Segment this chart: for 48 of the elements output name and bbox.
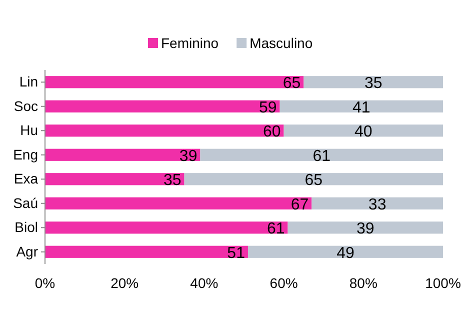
data-label: 35 [164,172,182,190]
data-label: 60 [263,124,281,141]
data-label: 67 [290,196,309,214]
bar [304,76,443,88]
bar [280,100,443,112]
bar [45,246,248,258]
legend-label: Masculino [250,35,313,51]
bar [45,148,200,161]
y-tick-label: Saú [13,194,38,211]
bar [184,173,443,186]
data-label: 41 [352,99,370,116]
data-label: 40 [354,124,372,141]
bar [45,124,284,137]
bar [45,173,184,186]
data-label: 61 [312,148,331,165]
bar [288,222,443,234]
legend-label: Feminino [161,35,219,51]
y-tick-label: Agr [16,243,38,260]
data-label: 65 [304,172,323,190]
x-tick-label: 80% [349,274,378,291]
x-tick-label: 0% [34,274,56,291]
x-tick-label: 20% [110,274,139,291]
data-label: 49 [336,244,354,262]
bar [284,124,443,137]
data-label: 51 [227,244,246,262]
x-tick-label: 40% [190,274,218,291]
bar [200,148,443,161]
y-tick-label: Soc [14,98,38,114]
bar [248,246,443,258]
data-label: 33 [368,196,386,214]
data-label: 39 [356,220,374,238]
bar [312,197,443,210]
data-label: 61 [266,220,285,238]
x-tick-label: 60% [270,274,298,291]
data-label: 39 [179,148,198,165]
data-label: 59 [259,99,277,116]
y-tick-label: Hu [20,122,38,138]
data-label: 65 [282,75,301,92]
y-tick-label: Eng [13,146,38,162]
y-tick-label: Biol [14,219,38,236]
y-tick-label: Exa [14,170,38,187]
bar [45,76,304,88]
data-label: 35 [364,75,382,92]
x-tick-label: 100% [425,274,461,291]
bar [45,197,312,210]
bar [45,222,288,234]
bar [45,100,280,112]
y-tick-label: Lin [19,74,38,90]
